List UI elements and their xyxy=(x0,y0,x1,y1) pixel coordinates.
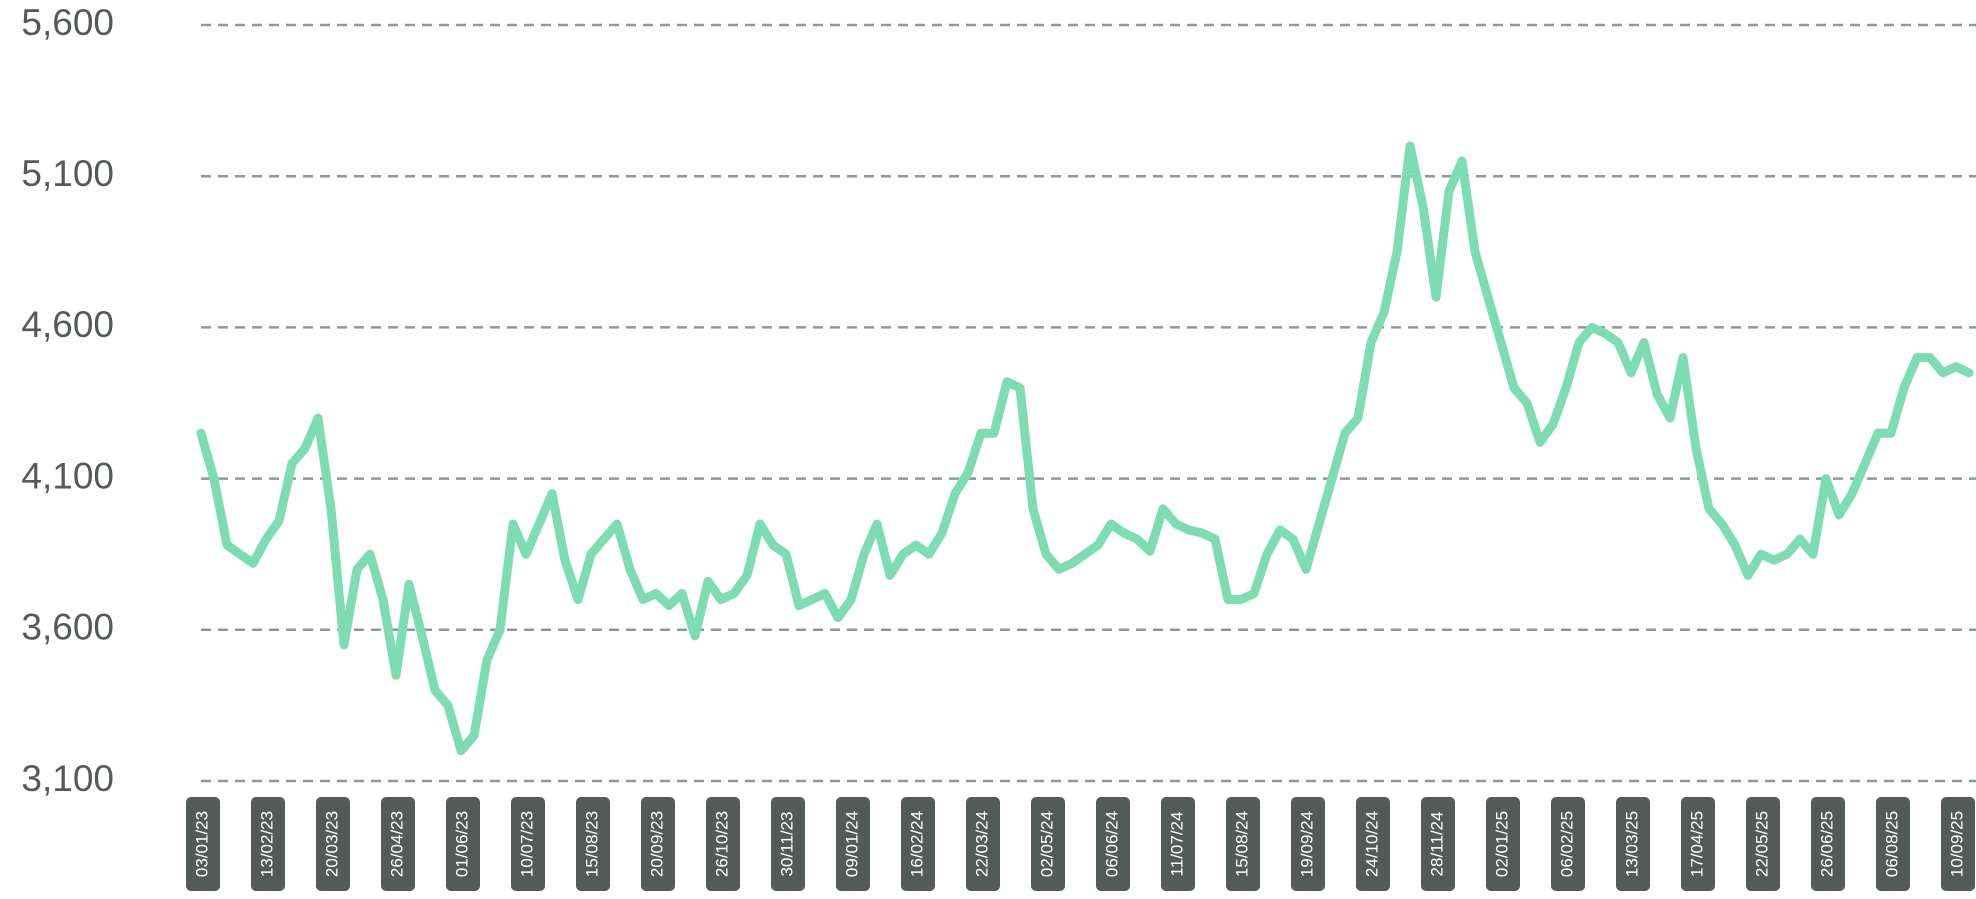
x-tick-label: 06/06/24 xyxy=(1102,811,1121,877)
x-tick-pill xyxy=(186,797,220,891)
x-tick-label: 15/08/24 xyxy=(1232,811,1251,877)
x-tick-pill xyxy=(1226,797,1260,891)
x-tick-pill xyxy=(1876,797,1910,891)
x-tick-label: 17/04/25 xyxy=(1687,811,1706,877)
x-tick-label: 16/02/24 xyxy=(907,811,926,877)
x-tick-pill xyxy=(836,797,870,891)
x-tick-label: 26/06/25 xyxy=(1817,811,1836,877)
y-tick-label: 4,600 xyxy=(21,304,114,345)
x-tick-pill xyxy=(511,797,545,891)
x-tick-pill xyxy=(251,797,285,891)
x-tick-pill xyxy=(1746,797,1780,891)
x-tick-pill xyxy=(316,797,350,891)
x-tick-label: 26/10/23 xyxy=(712,811,731,877)
x-tick-label: 13/03/25 xyxy=(1622,811,1641,877)
x-tick-pill xyxy=(1486,797,1520,891)
x-tick-pill xyxy=(1551,797,1585,891)
x-tick-label: 02/05/24 xyxy=(1037,811,1056,877)
x-tick-pill xyxy=(576,797,610,891)
x-tick-pill xyxy=(446,797,480,891)
x-tick-label: 28/11/24 xyxy=(1427,812,1446,877)
x-tick-label: 01/06/23 xyxy=(452,811,471,877)
x-tick-label: 10/09/25 xyxy=(1947,811,1966,877)
x-tick-label: 22/03/24 xyxy=(972,811,991,877)
x-tick-pill xyxy=(1616,797,1650,891)
x-tick-pill xyxy=(1356,797,1390,891)
data-line xyxy=(196,141,1974,756)
x-tick-pill xyxy=(966,797,1000,891)
x-tick-pill xyxy=(381,797,415,891)
x-tick-label: 06/08/25 xyxy=(1882,811,1901,877)
x-tick-label: 26/04/23 xyxy=(387,811,406,877)
x-tick-label: 20/03/23 xyxy=(322,811,341,877)
y-tick-label: 4,100 xyxy=(21,455,114,496)
y-tick-label: 5,600 xyxy=(21,2,114,43)
x-tick-label: 03/01/23 xyxy=(192,811,211,877)
x-tick-label: 10/07/23 xyxy=(517,811,536,877)
y-tick-label: 5,100 xyxy=(21,153,114,194)
x-tick-pill xyxy=(1421,797,1455,891)
x-tick-label: 02/01/25 xyxy=(1492,811,1511,877)
x-tick-label: 30/11/23 xyxy=(777,812,796,877)
x-tick-label: 19/09/24 xyxy=(1297,811,1316,877)
x-tick-label: 22/05/25 xyxy=(1752,811,1771,877)
x-tick-label: 11/07/24 xyxy=(1167,812,1186,877)
x-tick-pill xyxy=(1291,797,1325,891)
y-tick-label: 3,100 xyxy=(21,758,114,799)
x-tick-label: 09/01/24 xyxy=(842,811,861,877)
x-tick-pill xyxy=(1681,797,1715,891)
x-tick-label: 20/09/23 xyxy=(647,811,666,877)
x-tick-label: 06/02/25 xyxy=(1557,811,1576,877)
x-tick-pill xyxy=(641,797,675,891)
x-tick-pill xyxy=(1096,797,1130,891)
x-tick-label: 13/02/23 xyxy=(257,811,276,877)
x-tick-label: 15/08/23 xyxy=(582,811,601,877)
x-tick-pill xyxy=(901,797,935,891)
x-tick-pill xyxy=(1161,797,1195,891)
x-tick-pill xyxy=(1941,797,1975,891)
x-tick-pill xyxy=(1031,797,1065,891)
y-tick-label: 3,600 xyxy=(21,607,114,648)
x-tick-pill xyxy=(1811,797,1845,891)
x-tick-pill xyxy=(771,797,805,891)
x-tick-pill xyxy=(706,797,740,891)
x-tick-label: 24/10/24 xyxy=(1362,811,1381,877)
